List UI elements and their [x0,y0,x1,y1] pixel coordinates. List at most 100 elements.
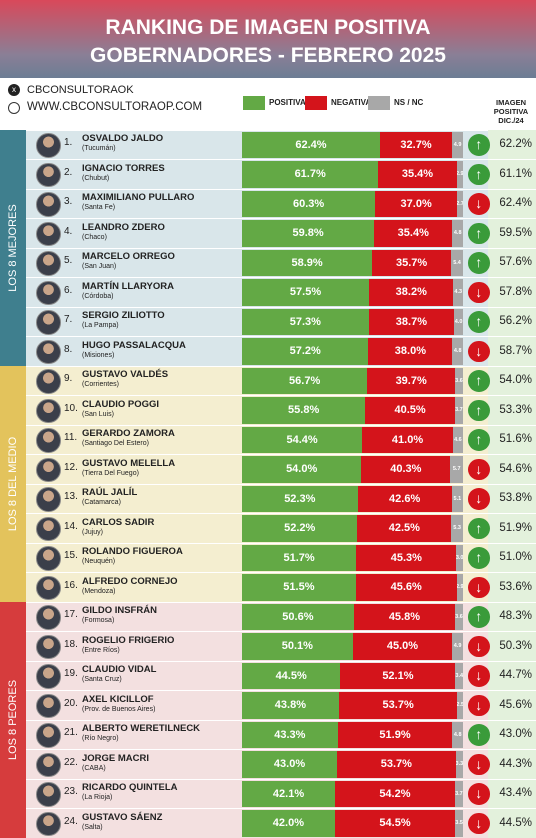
bar-segment: 40.3% [361,456,451,483]
bar-segment: 42.1% [242,780,336,807]
row-divider [26,808,536,809]
row-divider [26,247,536,249]
value-label: 40.5% [394,404,426,417]
trend-arrow: ↓ [468,193,490,215]
bar-segment: 45.6% [355,574,457,601]
value-label: 43.0% [273,758,306,771]
name: SERGIO ZILIOTTO [82,310,165,321]
bar-segment: 3.7 [454,780,463,807]
bar-segment: 35.7% [372,249,452,276]
bar-segment: 4.9 [452,633,463,660]
row-divider [26,218,536,219]
group-label: LOS 8 MEJORES [7,204,19,292]
bar-segment: 54.0% [242,456,362,483]
value-label: 4.8 [453,731,462,738]
avatar [36,339,61,364]
rank: 3. [64,196,73,207]
value-label: 5.4 [453,259,461,266]
avatar [36,487,61,512]
bar-segment: 4.8 [452,220,463,247]
trend-arrow: ↑ [468,399,490,421]
province: (La Rioja) [82,794,113,801]
avatar [36,693,61,718]
bar-segment: 35.4% [374,220,453,247]
bar-segment: 51.9% [337,721,453,748]
bar-segment: 37.0% [375,190,458,217]
value-label: 42.1% [272,787,305,800]
bar-segment: 5.3 [451,515,463,542]
value-label: 2.9 [456,171,463,178]
rank: 11. [64,432,78,443]
province: (Neuquén) [82,558,116,565]
value-label: 3.6 [455,377,463,384]
avatar [36,428,61,453]
province: (Salta) [82,823,103,831]
province: (La Pampa) [82,322,119,329]
rank: 22. [64,756,78,768]
value-label: 59.8% [292,227,324,240]
legend-item: NEGATIVA [305,96,371,110]
bar-segment: 42.0% [242,810,335,837]
trend-arrow: ↑ [468,163,490,185]
rank: 8. [64,343,73,355]
bar-segment: 4.3 [453,279,463,306]
bar-segment: 43.3% [242,721,338,748]
value-label: 52.1% [382,669,414,682]
value-label: 57.3% [289,315,321,328]
value-label: 61.7% [294,168,326,181]
trend-arrow: ↓ [468,576,490,598]
avatar [36,162,61,187]
value-label: 5.1 [453,495,462,502]
name: IGNACIO TORRES [82,162,165,174]
bar-segment: 3.6 [455,367,463,394]
trend-arrow: ↓ [468,488,490,510]
group-band [0,602,26,838]
value-label: 35.4% [401,168,434,181]
rank: 19. [64,668,78,679]
value-label: 5.7 [452,466,461,473]
name: GUSTAVO VALDÉS [82,369,169,380]
row-divider [26,542,536,544]
previous-value: 59.5% [499,226,532,239]
rank: 13. [64,491,78,502]
legend-swatch [305,96,327,110]
value-label: 32.7% [400,138,432,151]
bar-segment: 51.5% [242,574,356,601]
avatar [36,251,61,276]
previous-value: 53.3% [499,403,532,416]
previous-value: 61.1% [499,167,532,180]
value-label: 4.3 [454,289,463,296]
value-label: 39.7% [395,374,427,387]
value-label: 35.7% [396,256,428,269]
name: ALFREDO CORNEJO [82,575,178,587]
value-label: 4.9 [453,643,462,650]
rank: 23. [64,786,78,797]
trend-arrow: ↑ [468,252,490,274]
row-divider [26,513,536,514]
bar-segment: 52.1% [340,662,456,689]
row-divider [26,365,536,367]
bar-segment: 43.0% [242,751,338,778]
previous-value: 44.3% [499,757,532,770]
bar-segment: 58.9% [242,249,373,276]
bar-segment: 4.9 [452,131,463,158]
value-label: 43.3% [274,728,306,741]
bar-segment: 41.0% [362,426,453,453]
title: RANKING DE IMAGEN POSITIVA [105,16,431,39]
bar-segment: 52.3% [242,485,358,512]
group-band [0,130,26,366]
bar-segment: 38.7% [368,308,455,335]
bar-segment: 5.4 [451,249,463,276]
bar-segment: 50.6% [242,603,354,630]
value-label: 57.5% [289,286,322,299]
legend-label: POSITIVA [269,98,306,107]
name: ALBERTO WERETILNECK [82,723,201,734]
name: LEANDRO ZDERO [82,221,165,233]
avatar [36,752,61,777]
previous-value: 44.5% [499,816,532,829]
rank: 4. [64,225,73,237]
rank: 7. [64,314,73,325]
value-label: 53.7% [382,699,414,712]
row-divider [26,395,536,396]
